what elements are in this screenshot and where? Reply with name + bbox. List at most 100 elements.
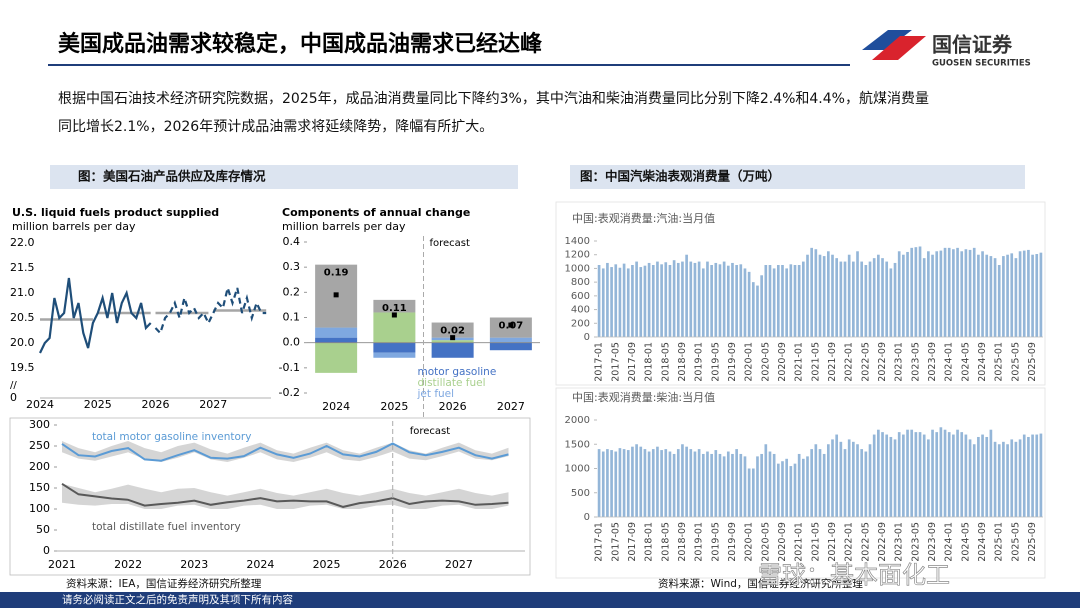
- axis-title: million barrels per day: [282, 220, 406, 233]
- bar: [1035, 434, 1039, 517]
- y-tick-label: -0.1: [279, 361, 300, 374]
- bar: [864, 451, 868, 517]
- x-tick-label: 2018-01: [644, 342, 655, 382]
- bar: [893, 262, 897, 337]
- x-tick-label: 2022-01: [844, 522, 855, 562]
- x-tick-label: 2021-01: [794, 342, 805, 382]
- y-tick-label: 0: [10, 391, 17, 404]
- bar: [697, 261, 701, 337]
- bar: [972, 444, 976, 517]
- y-tick-label: 2000: [565, 415, 590, 426]
- bar: [760, 453, 763, 517]
- bar: [947, 432, 951, 517]
- bar: [689, 261, 693, 337]
- bar: [839, 261, 843, 337]
- bar: [931, 254, 934, 337]
- bar: [747, 468, 751, 517]
- x-tick-label: 2024-05: [960, 522, 971, 562]
- bar: [1039, 433, 1043, 517]
- bar: [831, 439, 834, 517]
- x-tick-label: 2027: [445, 558, 473, 571]
- bar: [768, 451, 772, 517]
- bar: [668, 265, 672, 337]
- bar: [868, 444, 872, 517]
- y-tick-label: 0.3: [283, 260, 301, 273]
- annotation: forecast: [430, 238, 471, 249]
- x-tick-label: 2020-05: [760, 342, 771, 382]
- data-label: 0.02: [440, 326, 465, 337]
- bar: [726, 265, 730, 337]
- x-tick-label: 2020-09: [777, 522, 788, 562]
- y-tick-label: 20.0: [10, 336, 35, 349]
- bar: [701, 453, 705, 517]
- bar: [835, 258, 839, 337]
- bar: [639, 446, 643, 517]
- intro-line: 根据中国石油技术经济研究院数据，2025年，成品油消费量同比下降约3%，其中汽油…: [58, 91, 929, 107]
- chart-title: Components of annual change: [282, 206, 470, 219]
- bar: [1039, 252, 1043, 337]
- y-tick-label: 0.0: [283, 336, 301, 349]
- x-tick-label: 2023-05: [910, 522, 921, 562]
- bar: [1022, 250, 1026, 337]
- y-tick-label: 200: [29, 460, 50, 473]
- bar: [814, 444, 818, 517]
- y-tick-label: 0: [584, 512, 590, 523]
- x-tick-label: 2026: [142, 398, 170, 411]
- bar: [939, 427, 943, 517]
- bar: [643, 449, 647, 517]
- x-tick-label: 2024: [322, 400, 350, 413]
- legend-label: jet fuel: [417, 388, 455, 400]
- bar-segment: [315, 327, 358, 338]
- bar: [960, 251, 964, 337]
- x-tick-label: 2023: [180, 558, 208, 571]
- series-label: total motor gasoline inventory: [92, 431, 251, 443]
- bar: [756, 456, 759, 517]
- x-tick-label: 2022-09: [877, 342, 888, 382]
- bar: [910, 247, 914, 337]
- bar: [697, 449, 701, 517]
- bar: [706, 451, 709, 517]
- x-tick-label: 2026: [379, 558, 407, 571]
- bar: [860, 261, 864, 337]
- y-tick-label: 20.5: [10, 311, 35, 324]
- bar-segment: [373, 312, 416, 343]
- bar: [968, 439, 972, 517]
- x-tick-label: 2024-05: [960, 342, 971, 382]
- bar: [618, 267, 622, 337]
- bar: [760, 275, 763, 337]
- bar: [931, 429, 934, 517]
- bar: [989, 429, 993, 517]
- bar: [597, 265, 601, 337]
- bar: [651, 265, 655, 337]
- bar: [831, 254, 834, 337]
- bar: [793, 265, 797, 337]
- y-tick-label: 400: [571, 305, 590, 316]
- bar: [939, 250, 943, 337]
- y-tick-label: 600: [571, 291, 590, 302]
- chart-title: 中国:表观消费量:汽油:当月值: [572, 211, 715, 225]
- x-tick-label: 2022: [114, 558, 142, 571]
- bar: [739, 453, 743, 517]
- bar: [856, 444, 859, 517]
- y-tick-label: 1200: [565, 250, 590, 261]
- x-tick-label: 2025: [380, 400, 408, 413]
- bar-segment: [373, 299, 416, 313]
- bar: [701, 268, 705, 337]
- data-label: 0.07: [499, 321, 524, 332]
- watermark: 雪球：基本面化工: [758, 561, 950, 589]
- x-tick-label: 2025-05: [1010, 342, 1021, 382]
- bar: [889, 436, 893, 517]
- intro-line: 同比增长2.1%，2026年预计成品油需求将延续降势，降幅有所扩大。: [58, 118, 493, 135]
- bar-segment: [489, 337, 532, 343]
- bar: [818, 254, 822, 337]
- footer-bar: [0, 592, 1080, 608]
- bar: [872, 434, 876, 517]
- bar: [947, 247, 951, 337]
- bar: [977, 436, 980, 517]
- panel-title: 图：美国石油产品供应及库存情况: [78, 169, 266, 184]
- chart-frame: [9, 417, 531, 576]
- bar: [735, 449, 738, 517]
- logo-text: 国信证券: [932, 33, 1013, 57]
- bar: [1006, 444, 1009, 517]
- bar: [889, 268, 893, 337]
